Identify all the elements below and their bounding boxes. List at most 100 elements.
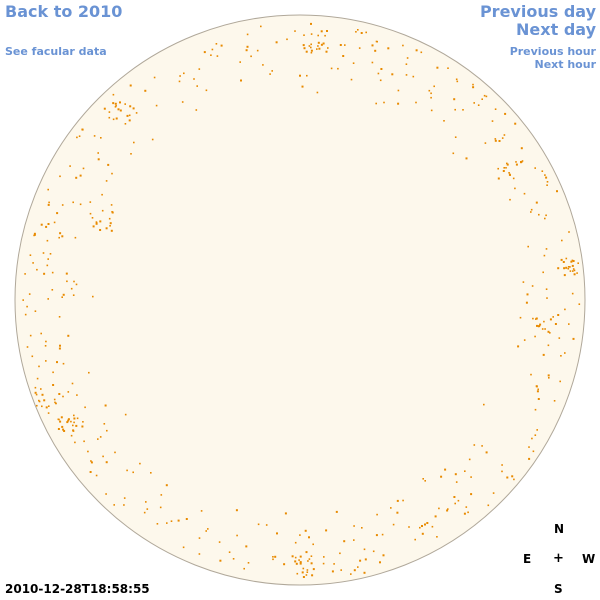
facula-mark [382, 554, 385, 557]
facula-mark [43, 272, 46, 275]
facula-mark [494, 139, 497, 142]
facula-mark [59, 175, 61, 178]
facula-mark [571, 292, 574, 295]
facula-mark [193, 78, 195, 80]
facula-mark [72, 424, 74, 427]
facula-mark [402, 44, 404, 47]
facula-mark [453, 496, 456, 498]
facula-mark [26, 346, 29, 348]
facula-mark [311, 574, 314, 577]
facula-mark [506, 163, 509, 166]
facula-mark [577, 262, 579, 264]
facula-mark [95, 222, 98, 225]
facula-mark [73, 421, 75, 424]
facula-mark [40, 388, 42, 390]
facula-mark [344, 44, 346, 46]
facula-mark [481, 98, 483, 100]
facula-mark [365, 31, 367, 34]
facula-mark [101, 209, 104, 212]
facula-mark [51, 289, 54, 291]
compass-north-label: N [554, 522, 565, 536]
facula-mark [82, 167, 85, 170]
facula-mark [397, 89, 400, 92]
facula-mark [431, 525, 434, 528]
facula-mark [312, 543, 314, 546]
facula-mark [375, 102, 377, 105]
facula-mark [114, 451, 116, 454]
see-facular-data-link[interactable]: See facular data [5, 45, 107, 58]
facula-mark [198, 68, 201, 70]
facula-mark [497, 167, 499, 170]
facula-mark [216, 55, 219, 57]
facula-mark [29, 254, 32, 256]
facula-mark [45, 406, 48, 409]
facula-mark [245, 545, 248, 548]
facula-mark [205, 530, 207, 532]
facula-mark [109, 225, 111, 227]
facula-mark [79, 174, 82, 177]
facula-mark [265, 524, 268, 526]
facula-mark [552, 316, 554, 318]
solar-disk [14, 14, 586, 586]
facula-mark [47, 223, 50, 225]
facula-mark [434, 515, 437, 518]
previous-hour-link[interactable]: Previous hour [509, 45, 596, 58]
next-hour-link[interactable]: Next hour [534, 58, 597, 71]
facula-mark [569, 270, 572, 272]
facula-mark [361, 527, 363, 529]
facula-mark [45, 360, 47, 362]
facula-mark [408, 526, 410, 528]
facula-mark [72, 201, 74, 204]
facula-mark [333, 563, 335, 565]
facula-mark [498, 140, 501, 142]
facula-mark [70, 287, 73, 290]
facula-mark [543, 254, 546, 257]
facula-mark [271, 70, 273, 72]
facula-mark [392, 523, 395, 526]
facula-mark [272, 556, 274, 558]
facula-mark [543, 320, 545, 323]
facula-mark [304, 529, 307, 532]
facula-mark [541, 328, 544, 330]
facula-mark [323, 556, 325, 558]
facula-mark [570, 260, 573, 263]
facula-mark [501, 137, 504, 139]
facula-mark [325, 529, 328, 532]
facula-mark [112, 93, 115, 96]
facula-mark [503, 134, 506, 136]
facula-mark [87, 450, 89, 453]
facula-mark [70, 434, 73, 437]
facula-mark [44, 345, 47, 347]
facula-mark [124, 103, 126, 105]
facula-mark [73, 280, 75, 283]
facula-mark [353, 525, 355, 527]
facula-mark [562, 261, 565, 263]
facula-mark [81, 128, 83, 131]
facula-mark [62, 395, 64, 398]
facula-mark [316, 91, 319, 94]
facula-mark [109, 222, 112, 225]
facula-mark [73, 417, 76, 420]
facula-mark [549, 332, 551, 334]
facula-mark [246, 33, 249, 36]
facula-mark [357, 566, 359, 568]
facula-mark [102, 455, 104, 458]
facula-mark [405, 74, 408, 76]
facula-mark [512, 177, 515, 180]
facula-mark [133, 141, 135, 144]
facula-mark [294, 556, 297, 559]
facula-mark [129, 84, 132, 87]
facula-mark [72, 429, 75, 432]
facula-mark [113, 504, 115, 506]
next-day-link[interactable]: Next day [516, 20, 596, 39]
facula-mark [556, 190, 558, 193]
previous-day-link[interactable]: Previous day [479, 2, 596, 21]
facula-mark [61, 425, 64, 428]
back-to-year-link[interactable]: Back to 2010 [5, 2, 123, 21]
facula-mark [320, 43, 323, 46]
facula-mark [119, 101, 121, 104]
facula-mark [34, 386, 37, 389]
facula-mark [47, 258, 49, 260]
facula-mark [456, 80, 459, 83]
facula-mark [468, 458, 471, 461]
